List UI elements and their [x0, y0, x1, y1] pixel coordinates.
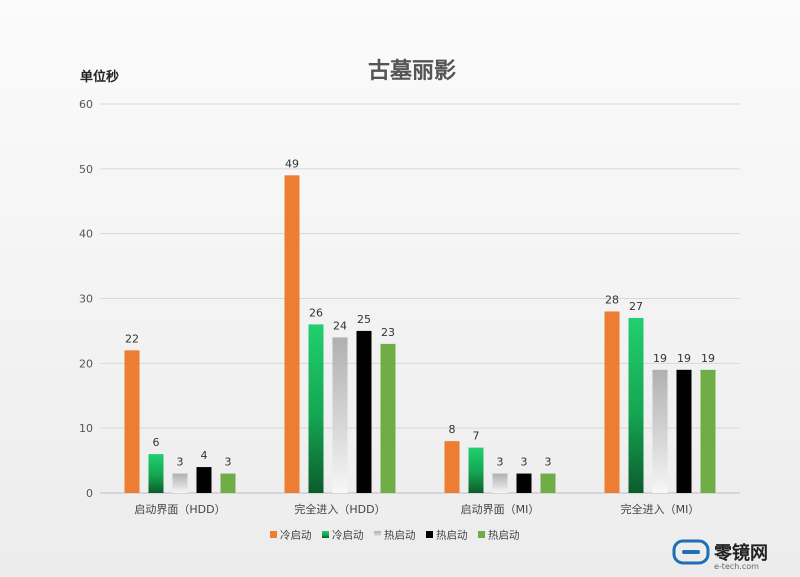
- x-tick-label: 启动界面（HDD）: [134, 503, 225, 516]
- data-label: 8: [449, 423, 456, 436]
- bar: [676, 369, 692, 493]
- data-label: 4: [201, 449, 208, 462]
- y-tick-label: 0: [86, 487, 93, 500]
- bar: [444, 441, 460, 493]
- bar: [380, 343, 396, 493]
- watermark: 零镜网 e-tech.com: [672, 539, 768, 571]
- bar: [628, 317, 644, 493]
- legend-swatch: [270, 531, 277, 538]
- y-tick-label: 10: [79, 422, 93, 435]
- bar: [196, 467, 212, 493]
- y-tick-label: 40: [79, 228, 93, 241]
- x-tick-labels: 启动界面（HDD） 完全进入（HDD） 启动界面（MI） 完全进入（MI）: [134, 502, 699, 516]
- bar: [516, 473, 532, 493]
- bar: [332, 337, 348, 493]
- data-label: 3: [177, 456, 184, 469]
- y-tick-label: 30: [79, 293, 93, 306]
- bar: [492, 473, 508, 493]
- data-label: 22: [125, 332, 139, 345]
- data-label: 24: [333, 319, 347, 332]
- bar: [468, 447, 484, 493]
- legend-label: 热启动: [384, 529, 416, 542]
- bar: [652, 369, 668, 493]
- bar: [284, 175, 300, 494]
- bar: [356, 330, 372, 493]
- x-tick-label: 启动界面（MI）: [461, 503, 540, 516]
- chart-title: 古墓丽影: [368, 58, 456, 84]
- x-tick-label: 完全进入（MI）: [621, 502, 700, 516]
- bar: [148, 454, 164, 493]
- data-labels: 22 6 3 4 3 49 26 24 25 23 8 7 3 3 3 28 27 19 19 19: [125, 157, 715, 468]
- speech-bubble-logo-icon: [672, 539, 710, 565]
- data-label: 49: [285, 157, 299, 170]
- legend-swatch: [374, 531, 381, 538]
- bar: [540, 473, 556, 493]
- data-label: 26: [309, 306, 323, 319]
- gridlines: [100, 103, 740, 494]
- data-label: 3: [521, 456, 528, 469]
- data-label: 27: [629, 300, 643, 313]
- bar: [700, 369, 716, 493]
- data-label: 3: [497, 456, 504, 469]
- y-tick-label: 20: [79, 357, 93, 370]
- data-label: 28: [605, 293, 619, 306]
- bar: [172, 473, 188, 493]
- bar: [124, 350, 140, 493]
- legend-swatch: [426, 531, 433, 538]
- data-label: 19: [677, 352, 691, 365]
- bar-series: [124, 175, 716, 494]
- data-label: 3: [225, 456, 232, 469]
- legend: 冷启动 冷启动 热启动 热启动 热启动: [270, 529, 520, 542]
- legend-label: 热启动: [488, 529, 520, 542]
- y-axis-label: 单位秒: [80, 69, 119, 85]
- y-tick-labels: 0 10 20 30 40 50 60: [79, 98, 93, 500]
- bar: [604, 311, 620, 493]
- data-label: 3: [545, 456, 552, 469]
- data-label: 25: [357, 313, 371, 326]
- data-label: 19: [701, 352, 715, 365]
- x-tick-label: 完全进入（HDD）: [294, 502, 385, 516]
- bar: [308, 324, 324, 493]
- legend-label: 热启动: [436, 529, 468, 542]
- y-tick-label: 60: [79, 98, 93, 111]
- bar: [220, 473, 236, 493]
- legend-label: 冷启动: [280, 529, 312, 542]
- watermark-brand: 零镜网: [713, 542, 768, 564]
- data-label: 19: [653, 352, 667, 365]
- data-label: 6: [153, 436, 160, 449]
- legend-label: 冷启动: [332, 529, 364, 542]
- y-tick-label: 50: [79, 163, 93, 176]
- data-label: 23: [381, 326, 395, 339]
- watermark-site: e-tech.com: [714, 562, 759, 571]
- legend-swatch: [478, 531, 485, 538]
- legend-swatch: [322, 531, 329, 538]
- data-label: 7: [473, 430, 480, 443]
